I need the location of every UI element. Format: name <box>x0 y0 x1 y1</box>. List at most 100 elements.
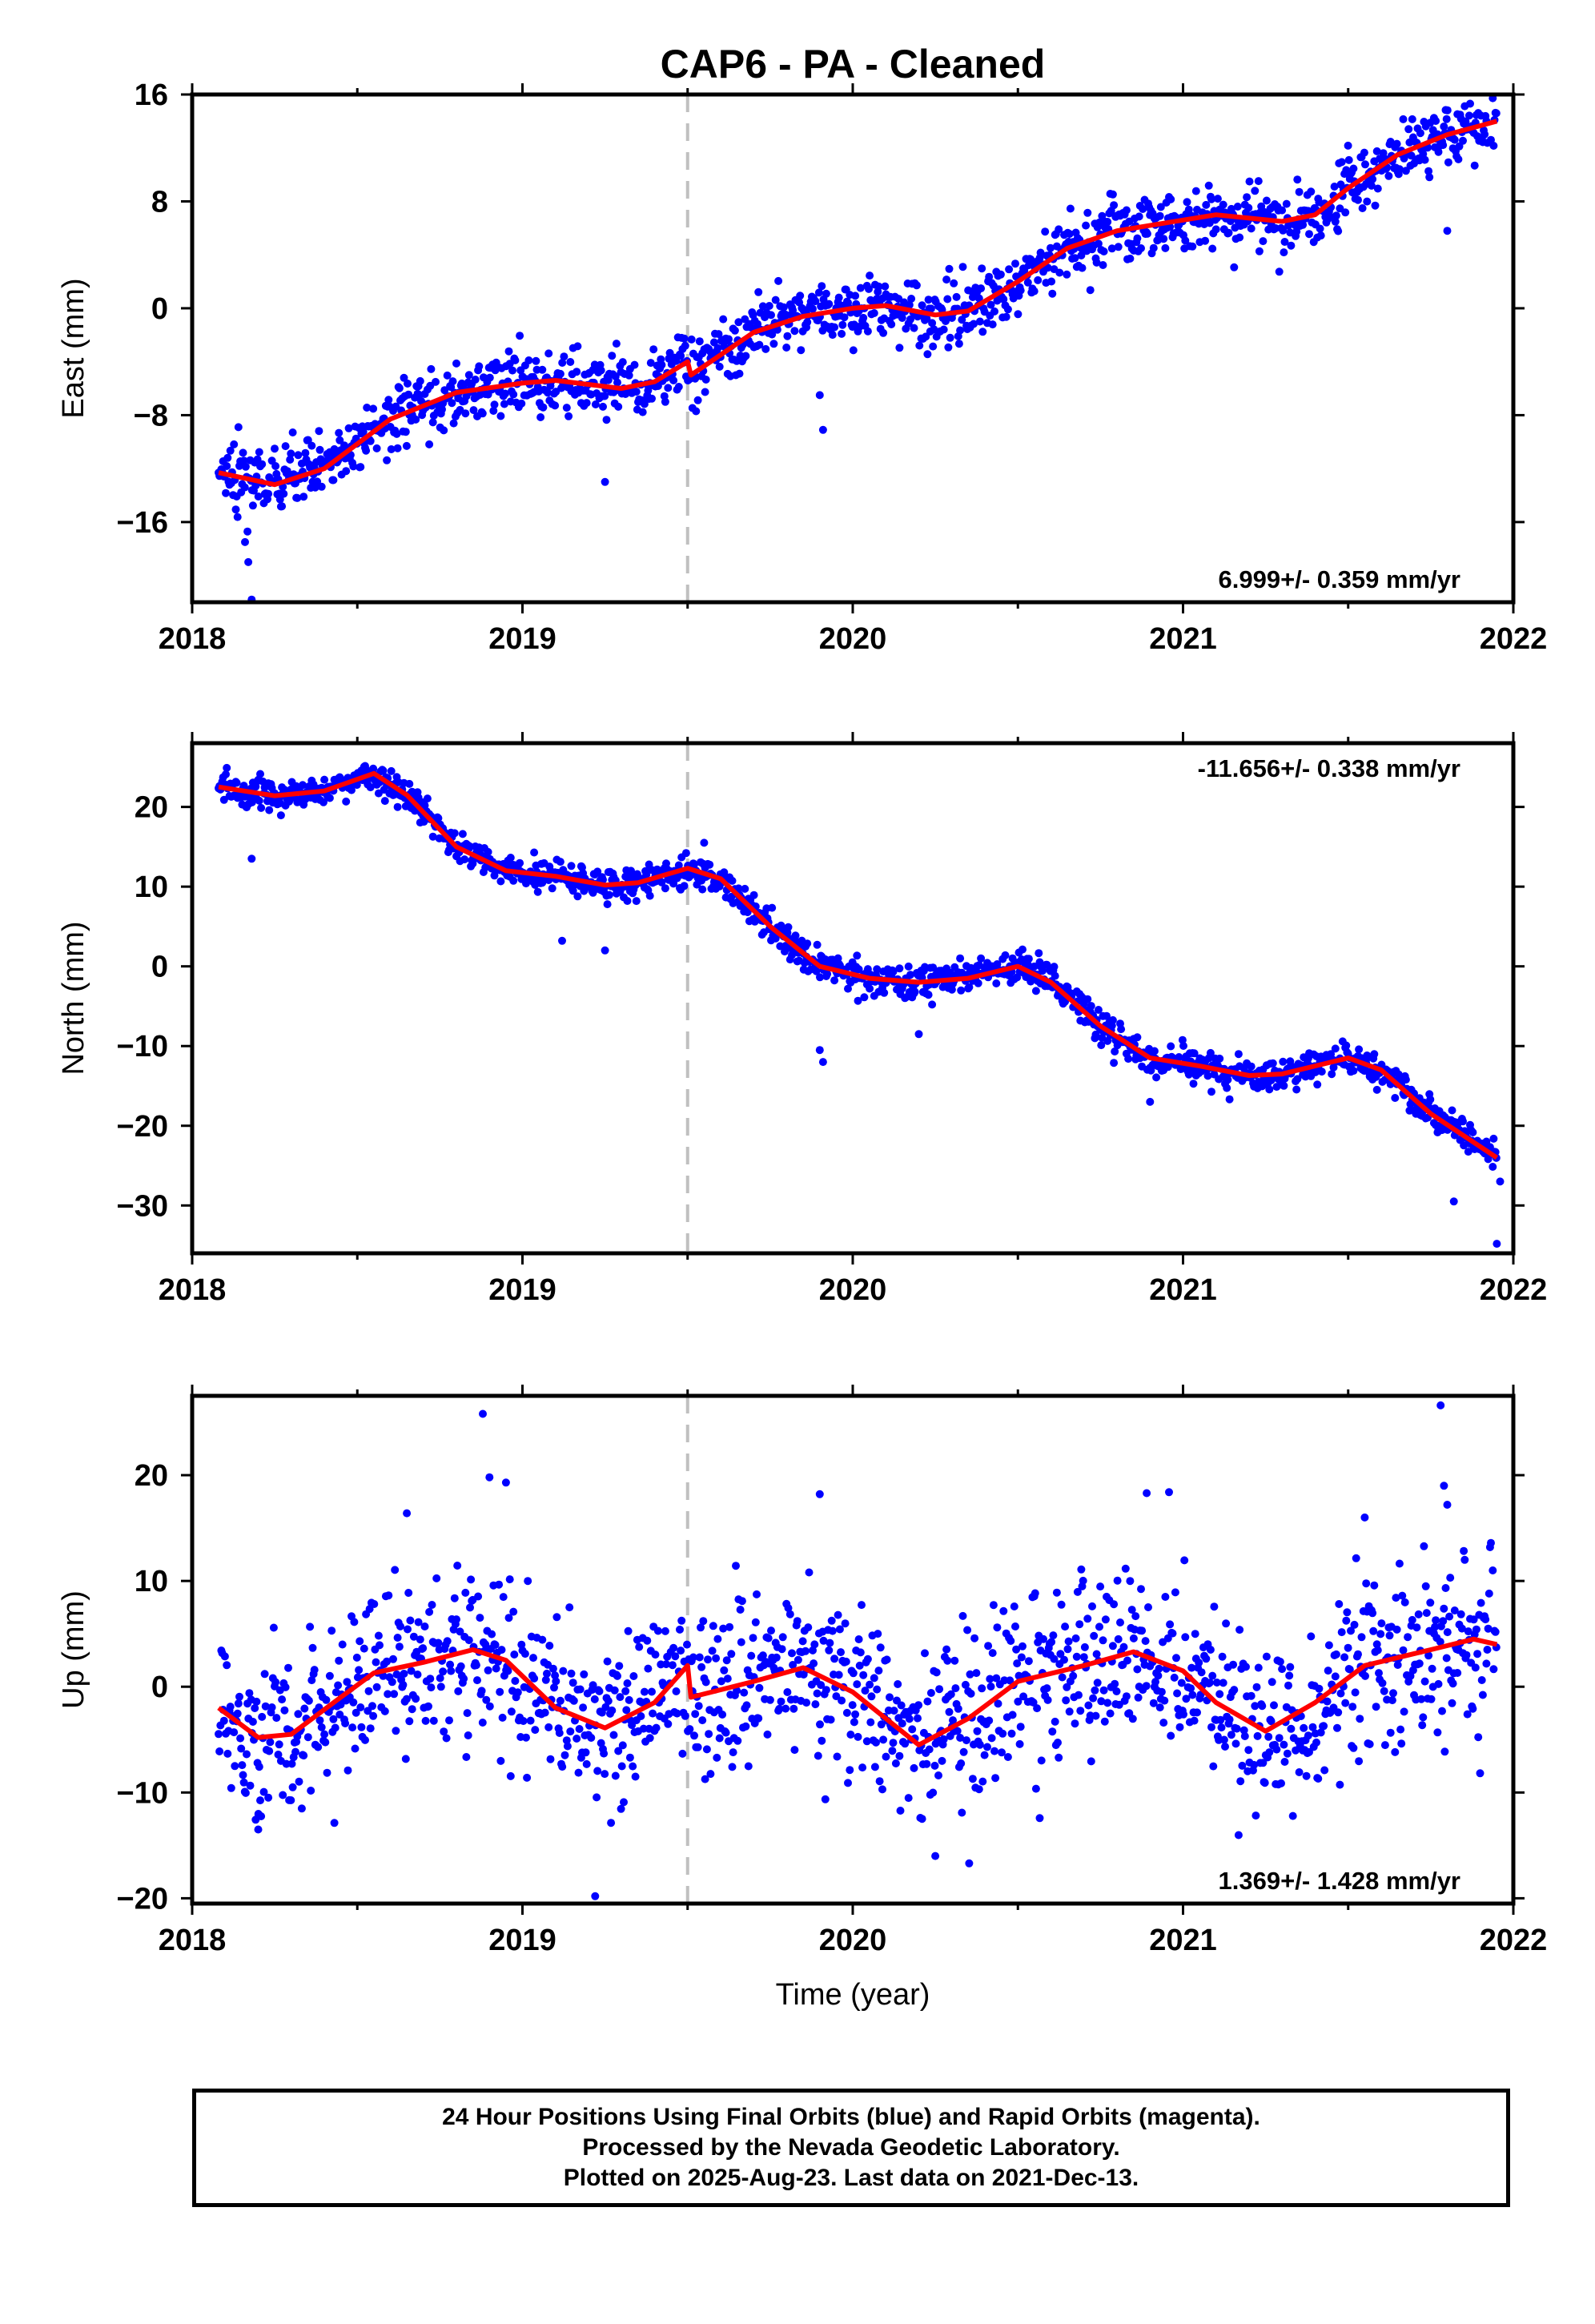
data-point <box>1179 1710 1187 1719</box>
data-point <box>464 1731 472 1739</box>
data-point <box>279 1791 287 1799</box>
data-point <box>990 307 998 316</box>
data-point <box>904 962 913 971</box>
data-point <box>432 1574 441 1582</box>
data-point <box>629 1762 637 1771</box>
data-point <box>1099 1636 1107 1645</box>
data-point <box>712 1654 721 1663</box>
data-point <box>1433 1728 1442 1737</box>
data-point <box>372 1658 380 1667</box>
data-point <box>849 346 858 355</box>
data-point <box>379 1671 388 1680</box>
data-point <box>623 1679 632 1687</box>
y-tick-label: 8 <box>151 185 168 219</box>
data-point <box>1337 158 1346 167</box>
data-point <box>1355 1757 1364 1766</box>
x-tick-label: 2021 <box>1149 622 1217 656</box>
data-point <box>504 1614 513 1622</box>
data-point <box>830 976 839 985</box>
data-point <box>1190 1716 1199 1725</box>
data-point <box>356 1637 364 1646</box>
data-point <box>1400 1707 1408 1716</box>
data-point <box>335 428 344 437</box>
data-point <box>816 1720 824 1729</box>
data-point <box>496 412 505 420</box>
data-point <box>1036 248 1045 257</box>
rate-label: 1.369+/- 1.428 mm/yr <box>1219 1867 1460 1895</box>
data-point <box>860 993 869 1002</box>
data-point <box>1272 1745 1281 1754</box>
data-point <box>335 1656 344 1665</box>
data-point <box>653 1626 662 1635</box>
data-point <box>1079 1653 1088 1662</box>
data-point <box>1312 1738 1320 1747</box>
data-point <box>335 436 344 444</box>
data-point <box>1149 1699 1158 1707</box>
data-point <box>477 1687 486 1695</box>
data-point <box>809 304 817 313</box>
data-point <box>914 1714 922 1723</box>
data-point <box>661 397 669 406</box>
data-point <box>1114 1634 1123 1643</box>
data-point <box>393 1634 402 1642</box>
data-point <box>1260 1779 1269 1787</box>
data-point <box>1001 951 1010 959</box>
data-point <box>774 276 783 285</box>
data-point <box>747 1651 756 1660</box>
data-point <box>560 1751 569 1759</box>
data-point <box>978 264 986 273</box>
data-point <box>509 1607 518 1616</box>
data-point <box>769 340 778 348</box>
data-point <box>1187 1663 1196 1672</box>
data-point <box>321 1738 330 1747</box>
data-point <box>231 1762 239 1771</box>
data-point <box>717 1677 725 1686</box>
data-point <box>973 1727 982 1735</box>
data-point <box>1432 1616 1440 1625</box>
data-point <box>956 954 965 963</box>
data-point <box>999 295 1008 304</box>
data-point <box>414 1618 423 1626</box>
data-point <box>488 1630 496 1638</box>
data-point <box>1016 1723 1025 1731</box>
data-point <box>985 1716 994 1725</box>
data-point <box>882 1655 891 1664</box>
data-point <box>293 493 302 502</box>
data-point <box>945 264 954 273</box>
data-point <box>644 386 653 395</box>
data-point <box>618 358 627 367</box>
data-point <box>796 292 805 300</box>
data-point <box>281 442 290 451</box>
data-point <box>1307 187 1316 196</box>
data-point <box>1043 1684 1051 1693</box>
data-point <box>573 342 582 351</box>
data-point <box>264 1793 273 1802</box>
data-point <box>1143 229 1151 238</box>
outlier-point <box>1143 1489 1151 1498</box>
data-point <box>1014 1697 1022 1706</box>
data-point <box>516 332 524 340</box>
data-point <box>870 309 878 317</box>
data-point <box>734 884 743 893</box>
data-point <box>816 973 824 982</box>
y-tick-label: −10 <box>117 1030 168 1063</box>
data-point <box>613 378 621 387</box>
data-point <box>456 1662 465 1671</box>
data-point <box>1421 1582 1430 1590</box>
data-point <box>1397 1739 1406 1748</box>
data-point <box>881 282 890 291</box>
data-point <box>978 328 987 336</box>
data-point <box>294 1710 303 1719</box>
data-point <box>1041 227 1050 236</box>
data-point <box>910 987 919 996</box>
data-point <box>661 1626 669 1635</box>
data-point <box>1055 1753 1063 1762</box>
data-point <box>1489 1665 1498 1674</box>
data-point <box>271 444 279 453</box>
data-point <box>805 1568 814 1577</box>
x-axis-label: Time (year) <box>776 1978 930 2012</box>
data-point <box>1278 1665 1287 1674</box>
data-point <box>404 1589 413 1597</box>
data-point <box>1396 1725 1405 1734</box>
